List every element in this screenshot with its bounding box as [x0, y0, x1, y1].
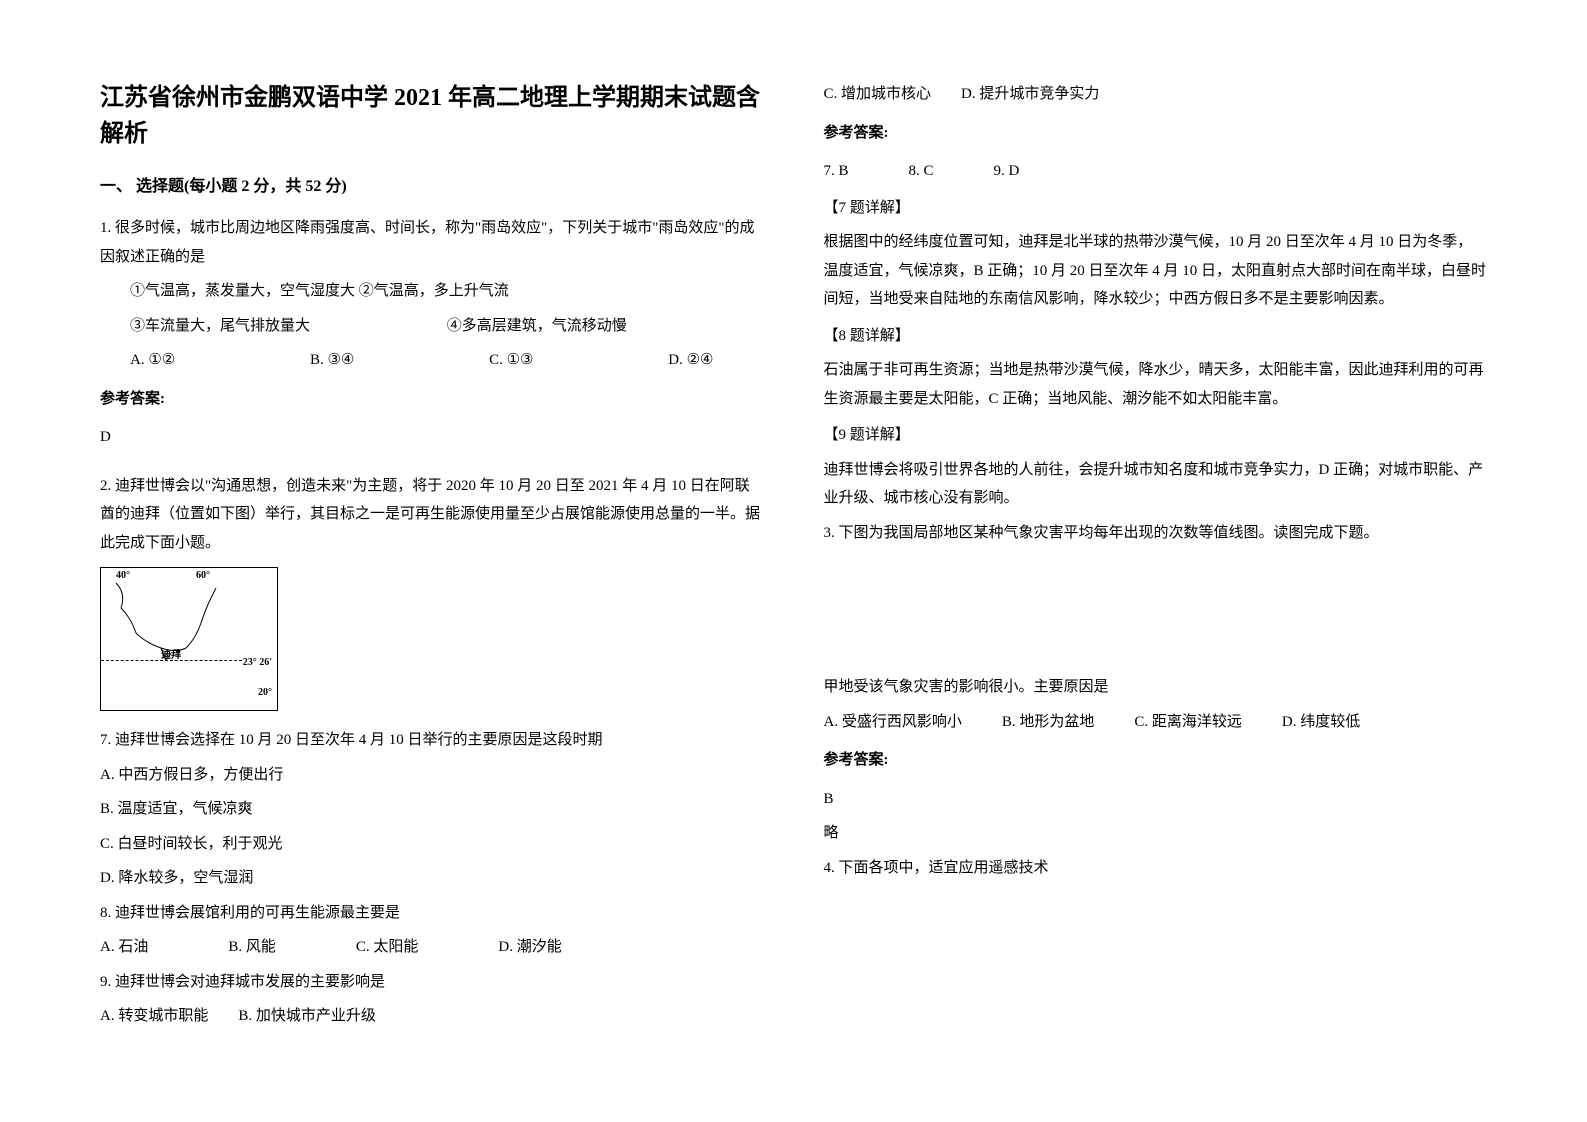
q2-answer-label: 参考答案:	[824, 119, 1488, 148]
q3-stem: 3. 下图为我国局部地区某种气象灾害平均每年出现的次数等值线图。读图完成下题。	[824, 519, 1488, 548]
q2-7b: B. 温度适宜，气候凉爽	[100, 795, 764, 824]
q2-7a: A. 中西方假日多，方便出行	[100, 761, 764, 790]
map-outline-svg	[106, 578, 236, 698]
exam-title: 江苏省徐州市金鹏双语中学 2021 年高二地理上学期期末试题含解析	[100, 80, 764, 152]
q2-8b: B. 风能	[228, 933, 276, 962]
exp9-title: 【9 题详解】	[824, 421, 1488, 450]
exp7-title: 【7 题详解】	[824, 194, 1488, 223]
q1-answer-label: 参考答案:	[100, 385, 764, 414]
q2-7c: C. 白昼时间较长，利于观光	[100, 830, 764, 859]
q3-options: A. 受盛行西风影响小 B. 地形为盆地 C. 距离海洋较远 D. 纬度较低	[824, 708, 1488, 737]
q3-opt-c: C. 距离海洋较远	[1134, 708, 1242, 737]
q1-line2-left: ③车流量大，尾气排放量大	[130, 312, 447, 341]
q2-ans7: 7. B	[824, 157, 849, 186]
exp8-title: 【8 题详解】	[824, 322, 1488, 351]
exp7-text: 根据图中的经纬度位置可知，迪拜是北半球的热带沙漠气候，10 月 20 日至次年 …	[824, 228, 1488, 314]
q3-opt-d: D. 纬度较低	[1282, 708, 1360, 737]
exp9-text: 迪拜世博会将吸引世界各地的人前往，会提升城市知名度和城市竞争实力，D 正确；对城…	[824, 456, 1488, 513]
q2-7: 7. 迪拜世博会选择在 10 月 20 日至次年 4 月 10 日举行的主要原因…	[100, 726, 764, 755]
q2-ans8: 8. C	[909, 157, 934, 186]
q3-opt-b: B. 地形为盆地	[1002, 708, 1095, 737]
q3-opt-a: A. 受盛行西风影响小	[824, 708, 962, 737]
q3-answer-label: 参考答案:	[824, 746, 1488, 775]
q2-answers: 7. B 8. C 9. D	[824, 157, 1488, 186]
q2-9-options-ab: A. 转变城市职能 B. 加快城市产业升级	[100, 1002, 764, 1031]
q2-8-options: A. 石油 B. 风能 C. 太阳能 D. 潮汐能	[100, 933, 764, 962]
section-1-title: 一、 选择题(每小题 2 分，共 52 分)	[100, 172, 764, 202]
q3-figure-placeholder	[824, 553, 1488, 673]
q4-stem: 4. 下面各项中，适宜应用遥感技术	[824, 854, 1488, 883]
q2-9b: B. 加快城市产业升级	[238, 1002, 376, 1031]
q1-opt-b: B. ③④	[310, 346, 354, 375]
q2-8d: D. 潮汐能	[498, 933, 561, 962]
map-label: 迪拜	[161, 646, 181, 665]
q1-stem: 1. 很多时候，城市比周边地区降雨强度高、时间长，称为"雨岛效应"，下列关于城市…	[100, 214, 764, 271]
q1-line2-right: ④多高层建筑，气流移动慢	[447, 312, 764, 341]
q1-line1: ①气温高，蒸发量大，空气湿度大 ②气温高，多上升气流	[100, 277, 764, 306]
q2-9c: C. 增加城市核心	[824, 80, 932, 109]
q3-answer: B	[824, 785, 1488, 814]
q2-9d: D. 提升城市竞争实力	[961, 80, 1099, 109]
q1-opt-d: D. ②④	[668, 346, 713, 375]
map-coord-bot: 20°	[258, 683, 272, 702]
q2-8a: A. 石油	[100, 933, 148, 962]
q2-9-options-cd: C. 增加城市核心 D. 提升城市竞争实力	[824, 80, 1488, 109]
map-figure: 40° 60° 23° 26' 20° 迪拜	[100, 567, 278, 711]
q2-8c: C. 太阳能	[356, 933, 419, 962]
q1-opt-c: C. ①③	[489, 346, 533, 375]
q2-7d: D. 降水较多，空气湿润	[100, 864, 764, 893]
q1-opt-a: A. ①②	[130, 346, 175, 375]
map-coord-mid: 23° 26'	[243, 653, 272, 672]
q3-sub: 甲地受该气象灾害的影响很小。主要原因是	[824, 673, 1488, 702]
q3-note: 略	[824, 819, 1488, 848]
q1-answer: D	[100, 423, 764, 452]
q2-ans9: 9. D	[994, 157, 1020, 186]
q2-9: 9. 迪拜世博会对迪拜城市发展的主要影响是	[100, 968, 764, 997]
q2-8: 8. 迪拜世博会展馆利用的可再生能源最主要是	[100, 899, 764, 928]
exp8-text: 石油属于非可再生资源；当地是热带沙漠气候，降水少，晴天多，太阳能丰富，因此迪拜利…	[824, 356, 1488, 413]
q2-9a: A. 转变城市职能	[100, 1002, 208, 1031]
q2-stem: 2. 迪拜世博会以"沟通思想，创造未来"为主题，将于 2020 年 10 月 2…	[100, 472, 764, 558]
